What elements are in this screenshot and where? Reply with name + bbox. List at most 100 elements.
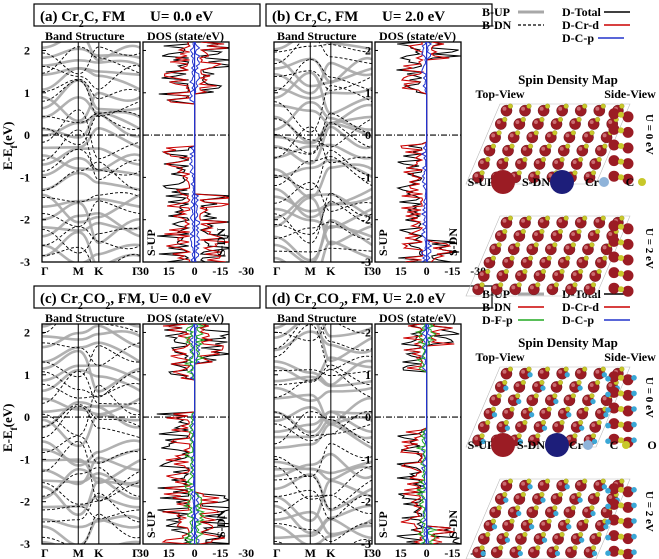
c-atom (590, 282, 597, 288)
spin-up-atom (608, 220, 620, 232)
spin-up-atom (608, 123, 620, 135)
c-atom (485, 156, 491, 163)
o-atom (516, 398, 522, 405)
c-atom (485, 531, 491, 538)
side-view-lattice (605, 483, 637, 559)
y-tick-label: 0 (24, 410, 30, 424)
spin-up-atom (622, 374, 634, 386)
atom-key-label: S-UP (468, 175, 495, 189)
dos-tick-label: 30 (369, 264, 381, 278)
c-atom (578, 156, 584, 163)
dos-tick-label: 30 (137, 264, 149, 278)
k-tick-label: Γ (41, 264, 49, 278)
c-atom (533, 505, 539, 511)
y-tick-label: -3 (20, 537, 30, 551)
dos-subtitle: DOS (state/eV) (147, 311, 224, 325)
o-atom (528, 412, 535, 418)
dos-tick-label: -15 (444, 264, 460, 278)
y-tick-label: 2 (365, 325, 371, 339)
c-atom (565, 255, 571, 261)
o-atom (491, 524, 498, 530)
spin-up-atom (608, 514, 620, 526)
c-atom (618, 270, 624, 277)
spin-up-atom (622, 111, 634, 123)
c-atom (600, 103, 606, 109)
c-atom (509, 143, 515, 149)
o-atom (566, 524, 572, 530)
c-atom (618, 390, 624, 397)
spin-up-atom (608, 545, 620, 557)
c-atom (516, 545, 522, 551)
c-atom (540, 156, 546, 163)
spin-map-title: Spin Density Map (518, 335, 618, 350)
spin-up-atom (622, 254, 634, 266)
panel-a: (a) Cr2C, FM U= 0.0 eV Band Structure DOS (… (0, 3, 261, 278)
c-atom (582, 478, 588, 484)
spin-up-atom (622, 533, 634, 545)
o-atom (566, 412, 572, 418)
legend-label: D-Total (562, 5, 602, 19)
band-structure-subtitle: Band Structure (277, 311, 357, 325)
atom-key-label: Cr (569, 438, 584, 452)
spin-up-atom (608, 267, 620, 279)
c-atom (533, 393, 539, 399)
spin-up-atom (608, 418, 620, 430)
spin-up-atom (608, 433, 620, 445)
u2-label: U = 2 eV (643, 491, 655, 532)
spin-up-atom (608, 235, 620, 247)
y-tick-label: 2 (24, 43, 30, 57)
c-atom (502, 116, 508, 123)
o-atom (527, 372, 533, 378)
y-tick-label: 1 (24, 368, 30, 382)
band-structure-subtitle: Band Structure (45, 311, 125, 325)
o-atom (504, 537, 511, 543)
c-atom (526, 366, 532, 372)
c-atom (582, 366, 588, 372)
atom-key-label: S-UP (468, 438, 495, 452)
dos-tick-label: 15 (395, 264, 407, 278)
spin-up-label: S-UP (144, 511, 158, 538)
c-atom (490, 143, 496, 149)
o-atom (590, 510, 596, 517)
c-atom (563, 215, 569, 221)
spin-up-atom (608, 530, 620, 542)
legend-label: D-Cr-d (562, 18, 599, 32)
c-atom (498, 545, 504, 551)
legend-label: D-F-p (482, 313, 513, 327)
side-view-label: Side-View (604, 350, 656, 364)
c-atom (522, 156, 528, 163)
k-tick-label: Γ (273, 264, 281, 278)
c-atom (503, 156, 509, 163)
c-atom (618, 406, 624, 412)
c-atom (520, 116, 526, 123)
c-atom (596, 531, 602, 538)
c-atom (582, 103, 588, 109)
atom-key-swatch (545, 433, 569, 457)
band-structure-plot (42, 324, 140, 544)
dos-tick-label: 0 (424, 264, 430, 278)
c-atom (553, 282, 559, 288)
c-atom (490, 406, 496, 412)
y-tick-label: -1 (361, 170, 371, 184)
y-tick-label: -2 (361, 213, 371, 227)
c-atom (618, 223, 624, 230)
o-atom (579, 537, 585, 543)
atom-key-swatch (550, 170, 574, 194)
o-atom (579, 425, 585, 431)
c-atom (572, 545, 578, 551)
spin-up-atom (622, 285, 634, 297)
atom-key-label: S-DN (522, 175, 550, 189)
dos-tick-label: -15 (444, 546, 460, 559)
o-atom (591, 438, 598, 445)
dos-tick-label: -30 (238, 546, 254, 559)
c-atom (570, 505, 576, 511)
y-tick-label: 0 (365, 128, 371, 142)
spin-up-atom (622, 405, 634, 417)
spin-lattice (465, 366, 631, 448)
y-axis-ticks: 2 1 0 -1 -2 -3 (20, 43, 146, 269)
c-atom (563, 478, 569, 484)
c-atom (509, 406, 515, 412)
